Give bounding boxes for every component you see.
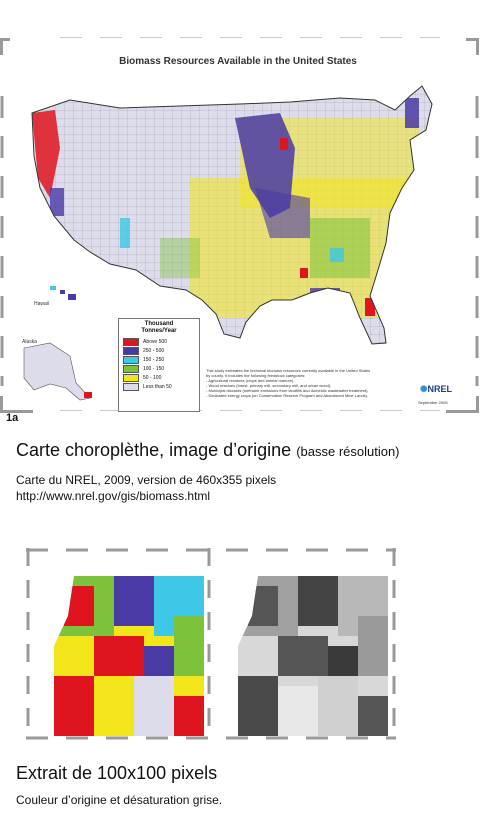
map-notes: This study estimates the technical bioma… bbox=[206, 368, 416, 398]
legend-title-line2: Tonnes/Year bbox=[141, 328, 177, 334]
legend-label: Above 500 bbox=[143, 338, 167, 345]
legend-swatch bbox=[123, 337, 139, 346]
hawaii-label: Hawaii bbox=[34, 301, 50, 307]
caption-extract: Couleur d’origine et désaturation grise. bbox=[16, 793, 223, 807]
map-date: September 2005 bbox=[418, 400, 448, 405]
legend-item: 250 - 500 bbox=[119, 346, 199, 355]
note-line: This study estimates the technical bioma… bbox=[206, 368, 371, 373]
us-choropleth bbox=[23, 85, 433, 401]
legend-item: Less than 50 bbox=[119, 382, 199, 391]
legend-item: 150 - 250 bbox=[119, 355, 199, 364]
note-line: by county. It includes the following fee… bbox=[206, 373, 306, 378]
note-line: - Municipal discards (methane emissions … bbox=[206, 388, 369, 393]
heading-sub: (basse résolution) bbox=[296, 444, 400, 459]
legend-swatch bbox=[123, 382, 139, 391]
map-legend: Thousand Tonnes/Year Above 500 250 - 500… bbox=[118, 318, 200, 412]
alaska-label: Alaska bbox=[22, 339, 38, 345]
nrel-logo-text: NREL bbox=[427, 384, 453, 394]
caption-url[interactable]: http://www.nrel.gov/gis/biomass.html bbox=[16, 489, 211, 503]
legend-label: 100 - 150 bbox=[143, 365, 165, 372]
legend-swatch bbox=[123, 346, 139, 355]
legend-item: 50 - 100 bbox=[119, 373, 199, 382]
legend-swatch bbox=[123, 364, 139, 373]
alaska-inset bbox=[23, 342, 91, 401]
heading-extract: Extrait de 100x100 pixels bbox=[16, 763, 218, 783]
extract-gray-map bbox=[238, 576, 388, 736]
legend-swatch bbox=[123, 373, 139, 382]
extract-panel bbox=[26, 548, 396, 740]
heading-original-map: Carte choroplèthe, image d’origine (bass… bbox=[16, 440, 400, 461]
note-line: - Wood residues (forest, primary mill, s… bbox=[206, 383, 332, 388]
nrel-logo: ✺NREL bbox=[420, 384, 452, 395]
nrel-logo-icon: ✺ bbox=[420, 384, 428, 394]
note-line: - Agricultural residues (crops and anima… bbox=[206, 378, 295, 383]
frame-dashes bbox=[0, 37, 479, 411]
map-title: Biomass Resources Available in the Unite… bbox=[119, 56, 357, 67]
figure-label: 1a bbox=[6, 412, 19, 424]
legend-label: 50 - 100 bbox=[143, 374, 162, 381]
extract-color-map bbox=[54, 576, 204, 736]
frame-corner-bottom-left bbox=[0, 396, 33, 413]
extract-frame bbox=[26, 548, 396, 740]
legend-item: 100 - 150 bbox=[119, 364, 199, 373]
caption-line1: Carte du NREL, 2009, version de 460x355 … bbox=[16, 473, 277, 487]
heading-main: Carte choroplèthe, image d’origine bbox=[16, 440, 292, 460]
note-line: - Dedicated energy crops (on Conservatio… bbox=[206, 393, 369, 398]
us-biomass-map: Biomass Resources Available in the Unite… bbox=[10, 38, 466, 412]
legend-label: Less than 50 bbox=[143, 383, 172, 390]
legend-title-line1: Thousand bbox=[144, 321, 174, 327]
hawaii-inset bbox=[50, 286, 76, 300]
legend-item: Above 500 bbox=[119, 337, 199, 346]
frame-corner-bottom-right bbox=[446, 396, 479, 413]
legend-swatch bbox=[123, 355, 139, 364]
legend-label: 250 - 500 bbox=[143, 347, 165, 354]
caption-source: Carte du NREL, 2009, version de 460x355 … bbox=[16, 472, 276, 504]
legend-label: 150 - 250 bbox=[143, 356, 165, 363]
